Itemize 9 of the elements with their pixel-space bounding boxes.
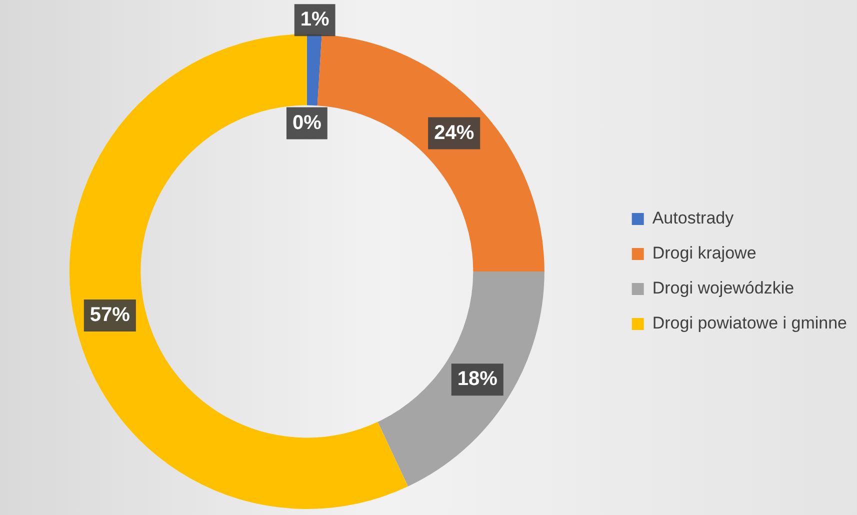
data-label: 18% <box>457 368 498 390</box>
data-label: 24% <box>434 122 474 144</box>
legend-label: Drogi powiatowe i gminne <box>652 314 848 333</box>
legend-label: Drogi wojewódzkie <box>652 278 794 298</box>
data-label: 57% <box>90 304 130 326</box>
legend-label: Autostrady <box>652 208 734 228</box>
text: 0% <box>292 112 322 134</box>
data-label: 1% <box>300 8 330 31</box>
legend-label: Drogi krajowe <box>652 244 756 263</box>
